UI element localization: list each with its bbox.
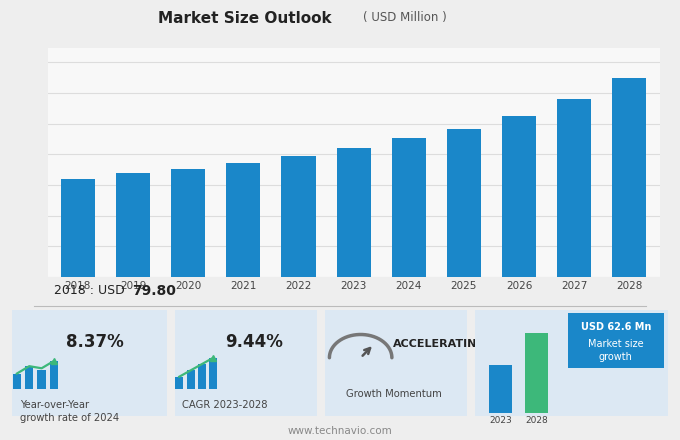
Bar	[282, 156, 316, 277]
Bar	[568, 313, 664, 368]
Text: 2028: 2028	[526, 416, 548, 425]
Bar	[612, 78, 647, 277]
Bar	[50, 361, 58, 389]
Bar	[489, 365, 512, 413]
Bar	[116, 173, 150, 277]
Text: CAGR 2023-2028: CAGR 2023-2028	[182, 400, 268, 410]
Text: 2023: 2023	[489, 416, 511, 425]
Text: Year-over-Year
growth rate of 2024: Year-over-Year growth rate of 2024	[20, 400, 119, 423]
Bar	[557, 99, 591, 277]
Bar	[37, 370, 46, 389]
Text: 9.44%: 9.44%	[224, 333, 283, 351]
Bar	[392, 139, 426, 277]
Text: ACCELERATING: ACCELERATING	[393, 339, 487, 349]
Bar	[175, 377, 183, 389]
Text: Market size
growth: Market size growth	[588, 339, 643, 362]
Text: Market Size Outlook: Market Size Outlook	[158, 11, 332, 26]
Bar	[337, 148, 371, 277]
Text: ( USD Million ): ( USD Million )	[362, 11, 447, 24]
Bar	[447, 128, 481, 277]
Bar	[61, 179, 95, 277]
Text: USD 62.6 Mn: USD 62.6 Mn	[581, 322, 651, 332]
Text: 2018 : USD: 2018 : USD	[54, 284, 129, 297]
Bar	[502, 116, 536, 277]
Bar	[171, 169, 205, 277]
Bar	[198, 364, 206, 389]
Bar	[209, 358, 217, 389]
Bar	[25, 366, 33, 389]
Bar	[526, 334, 549, 413]
Bar	[226, 163, 260, 277]
Text: www.technavio.com: www.technavio.com	[288, 425, 392, 436]
Text: Growth Momentum: Growth Momentum	[346, 389, 442, 400]
Text: 79.80: 79.80	[133, 284, 177, 298]
Text: 8.37%: 8.37%	[67, 333, 124, 351]
Bar	[187, 370, 194, 389]
Bar	[13, 374, 21, 389]
